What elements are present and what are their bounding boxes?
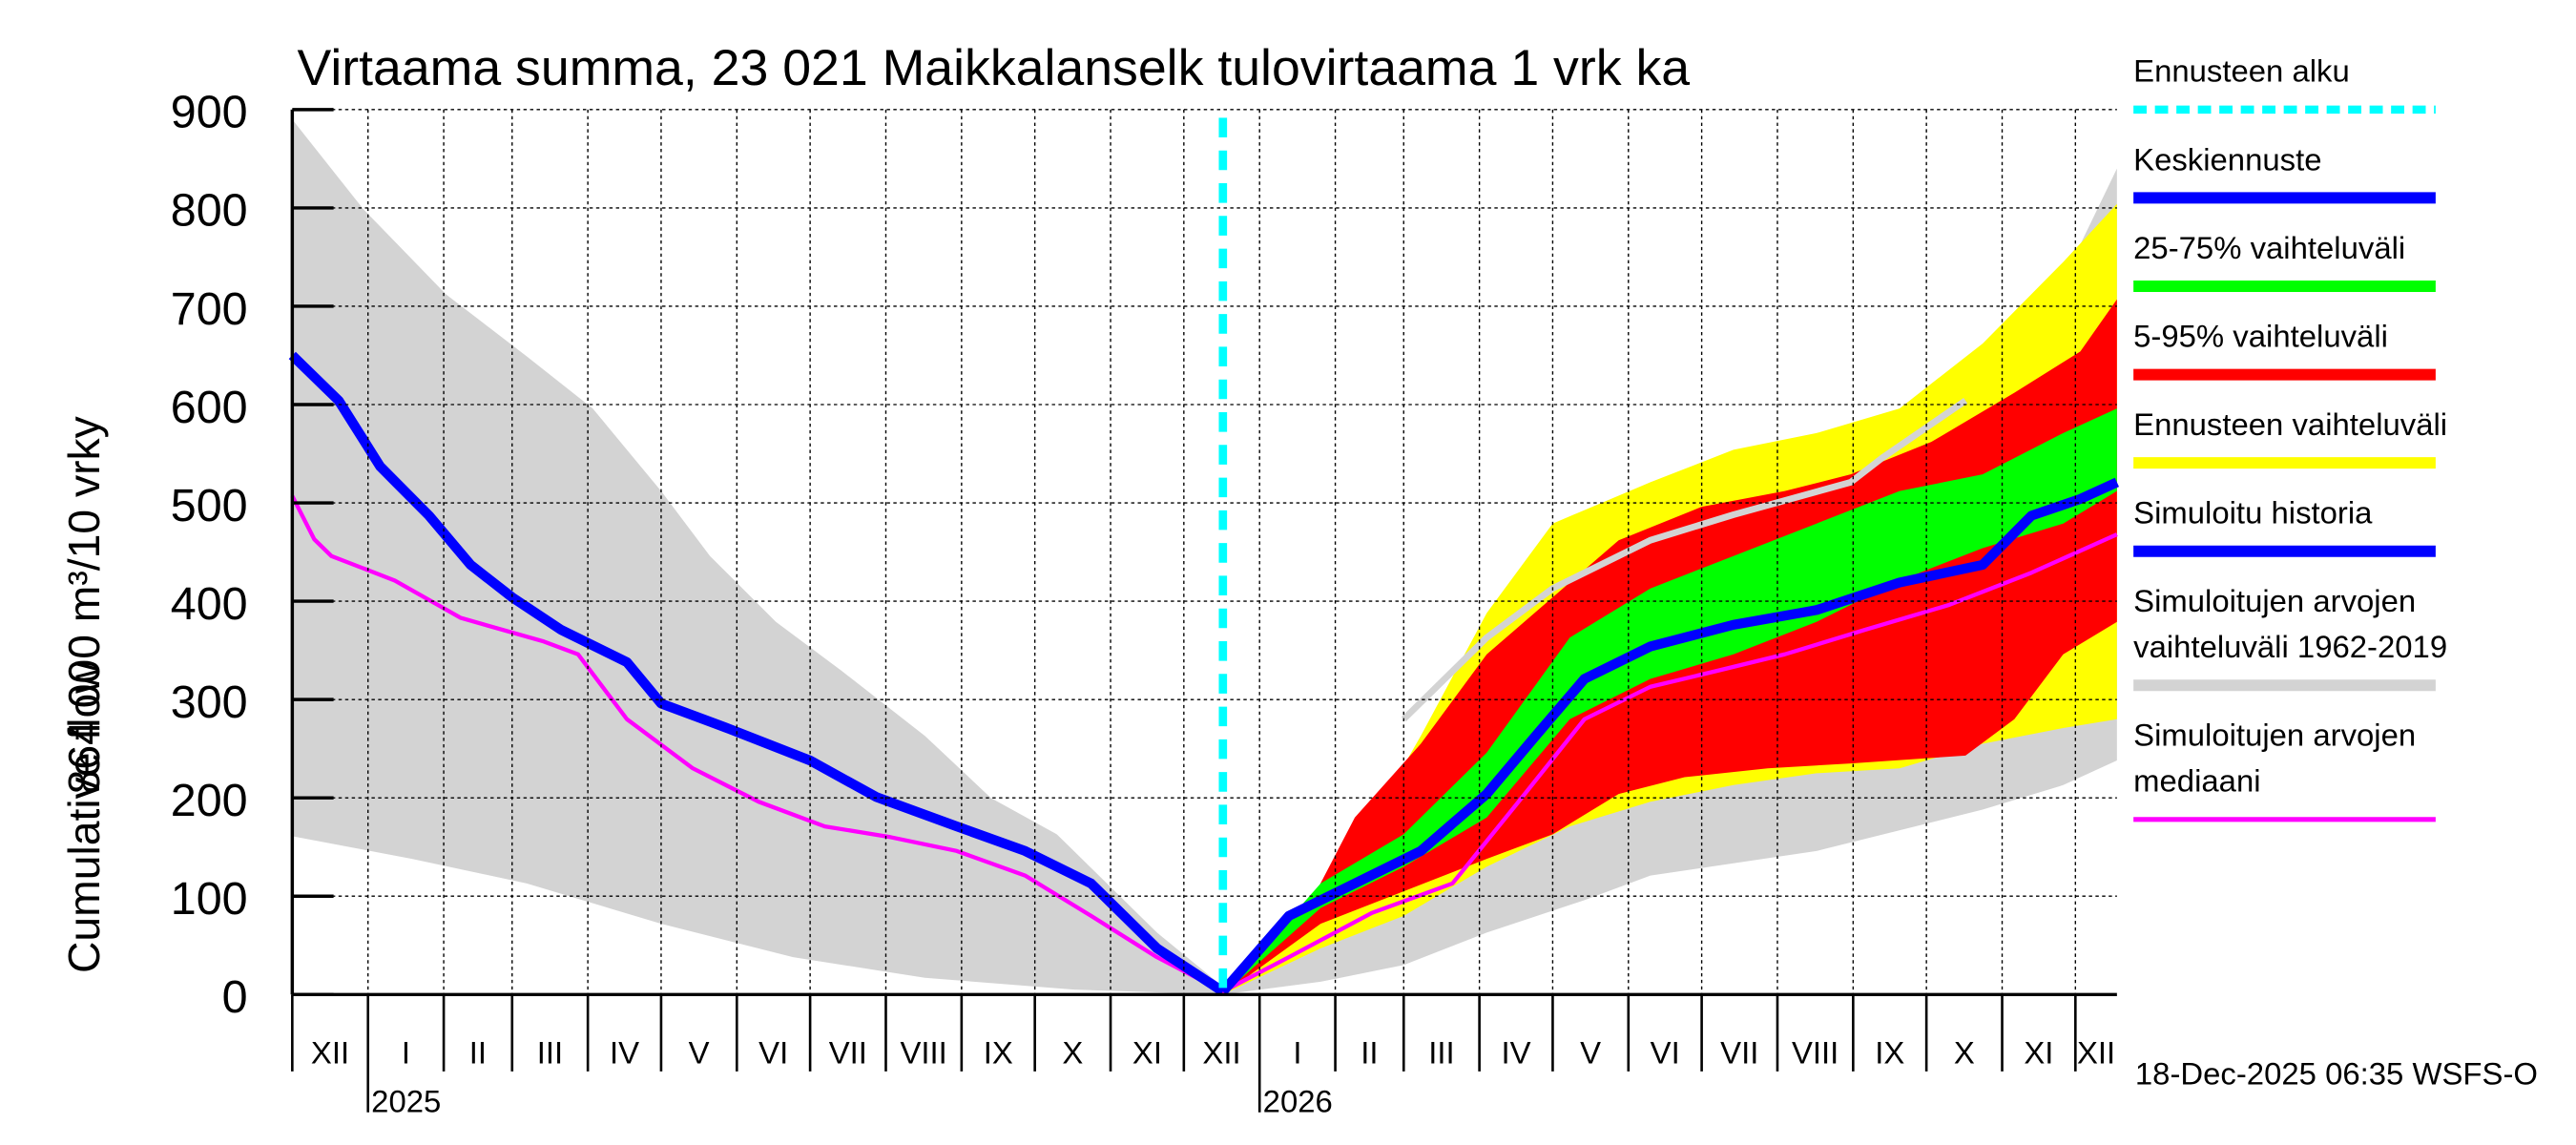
plot-area [288,117,2120,996]
legend-label: vaihteluväli 1962-2019 [2133,629,2447,664]
month-label: I [1293,1034,1301,1070]
month-label: XI [1132,1034,1162,1070]
legend-label: Keskiennuste [2133,141,2321,177]
y-tick-label: 300 [171,677,248,728]
month-label: VII [829,1034,867,1070]
month-label: VI [1651,1034,1680,1070]
median-line [290,494,2118,994]
history-line [288,351,1226,996]
month-label: XI [2024,1034,2053,1070]
month-label: IX [1875,1034,1904,1070]
timestamp: 18-Dec-2025 06:35 WSFS-O [2135,1056,2538,1092]
y-tick-label: 400 [171,578,248,630]
legend-label: Ennusteen alku [2133,53,2350,89]
legend-label: Simuloitujen arvojen [2133,583,2416,618]
legend-label: Simuloitujen arvojen [2133,718,2416,753]
month-label: IX [984,1034,1013,1070]
legend-label: 25-75% vaihteluväli [2133,230,2405,265]
month-label: VI [758,1034,788,1070]
y-tick-label: 900 [171,87,248,138]
month-label: XII [1202,1034,1240,1070]
month-label: I [402,1034,410,1070]
month-label: XII [311,1034,349,1070]
month-label: V [689,1034,710,1070]
y-tick-label: 100 [171,873,248,925]
y-axis-label-1: Cumulative flow [59,661,109,973]
year-label: 2025 [371,1084,441,1119]
p25-75-band [1222,408,2117,995]
chart-title: Virtaama summa, 23 021 Maikkalanselk tul… [298,40,1691,96]
month-label: VII [1720,1034,1758,1070]
month-label: V [1580,1034,1601,1070]
mean-forecast-line [1218,477,2120,995]
month-label: VIII [1792,1034,1839,1070]
month-label: XII [2077,1034,2115,1070]
month-label: VIII [900,1034,946,1070]
legend-label: Simuloitu historia [2133,495,2373,531]
sim-grey-line [1401,398,1968,722]
year-label: 2026 [1263,1084,1333,1119]
month-label: II [1361,1034,1378,1070]
y-tick-label: 0 [222,971,248,1023]
month-label: IV [1501,1034,1530,1070]
legend-label: mediaani [2133,763,2260,799]
month-label: X [1954,1034,1975,1070]
month-label: III [1428,1034,1454,1070]
month-label: III [537,1034,563,1070]
y-tick-label: 800 [171,185,248,237]
y-tick-label: 700 [171,283,248,335]
legend-label: Ennusteen vaihteluväli [2133,406,2447,442]
month-label: IV [610,1034,639,1070]
y-tick-label: 600 [171,382,248,433]
y-tick-label: 200 [171,775,248,826]
month-label: X [1062,1034,1083,1070]
y-tick-label: 500 [171,480,248,531]
legend: Ennusteen alku Keskiennuste 25-75% vaihtel… [2133,53,2447,822]
month-label: II [469,1034,487,1070]
y-axis-label-2: 864 000 m³/10 vrky [59,415,109,794]
legend-label: 5-95% vaihteluväli [2133,319,2388,354]
